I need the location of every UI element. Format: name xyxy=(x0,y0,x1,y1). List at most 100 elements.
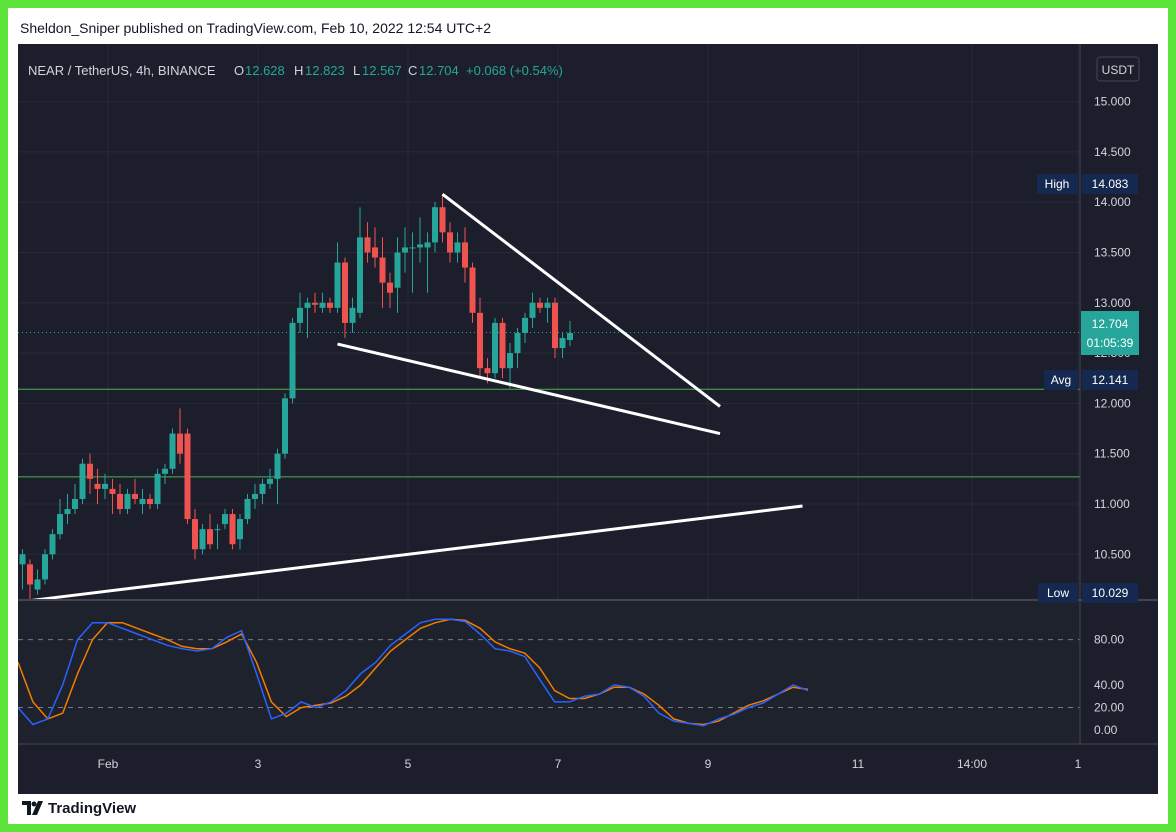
candle-body xyxy=(559,337,566,349)
candle xyxy=(357,207,363,318)
legend-l-label: L xyxy=(353,63,360,78)
last-price-badge xyxy=(1081,311,1139,355)
candle xyxy=(499,317,506,379)
low-value-badge xyxy=(1082,583,1138,603)
candle xyxy=(477,297,483,379)
last-price: 12.704 xyxy=(1092,317,1129,331)
grid xyxy=(18,44,1080,744)
candle xyxy=(244,493,251,525)
chart-svg[interactable]: 80.00 40.00 20.00 0.00 Feb 3 5 7 9 11 14:00 1 15.00… xyxy=(17,44,1158,794)
legend-change: +0.068 (+0.54%) xyxy=(466,63,563,78)
candle xyxy=(537,297,543,313)
candle xyxy=(94,468,101,504)
candle xyxy=(109,478,116,515)
candle xyxy=(207,514,213,550)
candle-body xyxy=(79,463,86,499)
x-tick-label: 9 xyxy=(705,757,712,771)
candle xyxy=(394,237,401,313)
high-value-badge xyxy=(1082,174,1138,194)
candle-body xyxy=(252,493,258,499)
candle-body xyxy=(439,207,446,233)
candle-body xyxy=(409,247,416,249)
candle xyxy=(79,458,86,504)
candle-body xyxy=(259,483,266,494)
tradingview-logo-icon xyxy=(22,801,43,815)
candle xyxy=(267,468,273,489)
candle xyxy=(169,428,176,474)
legend-symbol[interactable]: NEAR / TetherUS, 4h, BINANCE xyxy=(28,63,216,78)
osc-tick-label: 40.00 xyxy=(1094,678,1124,692)
avg-value-badge xyxy=(1082,370,1138,390)
candle xyxy=(372,227,378,268)
bar-countdown: 01:05:39 xyxy=(1087,336,1134,350)
osc-tick-label: 0.00 xyxy=(1094,723,1118,737)
candle xyxy=(124,488,131,515)
y-tick-label: 13.500 xyxy=(1094,245,1131,259)
candle-body xyxy=(124,493,131,510)
candle-body xyxy=(522,317,528,333)
candle xyxy=(387,272,393,308)
candle xyxy=(132,478,138,504)
oscillator-background xyxy=(18,601,1080,743)
candle-body xyxy=(319,302,326,308)
candle xyxy=(34,569,41,595)
candle xyxy=(259,478,266,504)
candle xyxy=(439,194,446,243)
candle-body xyxy=(64,509,71,515)
legend-c-label: C xyxy=(408,63,417,78)
x-tick-label: 3 xyxy=(255,757,262,771)
x-tick-label: 14:00 xyxy=(957,757,987,771)
high-badge xyxy=(1037,174,1078,194)
low-badge xyxy=(1038,583,1078,603)
x-tick-label: 11 xyxy=(852,757,865,771)
candle-body xyxy=(297,307,303,323)
x-tick-label: 1 xyxy=(1075,757,1082,771)
avg-value: 12.141 xyxy=(1092,373,1129,387)
brand-name: TradingView xyxy=(48,800,137,817)
candle-body xyxy=(244,498,251,520)
x-tick-label: 7 xyxy=(555,757,562,771)
legend-h-label: H xyxy=(294,63,303,78)
candle-body xyxy=(514,332,521,354)
y-tick-label: 12.000 xyxy=(1094,396,1131,410)
candle-body xyxy=(499,322,506,369)
y-tick-label: 10.500 xyxy=(1094,547,1131,561)
candle-body xyxy=(462,242,468,268)
candle-body xyxy=(117,493,123,510)
avg-label: Avg xyxy=(1051,373,1071,387)
candles xyxy=(19,194,573,600)
legend-low: 12.567 xyxy=(362,63,402,78)
candle xyxy=(72,483,78,515)
y-tick-label: 13.000 xyxy=(1094,296,1131,310)
candle-body xyxy=(484,368,491,374)
candle-body xyxy=(94,483,101,489)
candle-body xyxy=(102,483,108,489)
candle-body xyxy=(229,514,236,545)
candle xyxy=(379,237,386,308)
candle xyxy=(334,242,341,313)
candle-body xyxy=(387,282,393,293)
candle xyxy=(514,327,521,369)
legend-open: 12.628 xyxy=(245,63,285,78)
candle-body xyxy=(192,519,198,550)
publish-header: Sheldon_Sniper published on TradingView.… xyxy=(8,8,1168,44)
candle xyxy=(529,292,536,328)
chart-area[interactable]: 80.00 40.00 20.00 0.00 Feb 3 5 7 9 11 14:00 1 15.00… xyxy=(17,44,1158,794)
candle xyxy=(552,297,558,359)
candle-body xyxy=(207,529,213,545)
candle xyxy=(27,559,33,600)
candle-body xyxy=(139,498,146,504)
candle-body xyxy=(19,554,26,565)
candle xyxy=(559,332,566,359)
candle-body xyxy=(27,564,33,585)
candle xyxy=(364,222,371,263)
y-tick-label: 11.000 xyxy=(1094,497,1130,511)
candle-body xyxy=(364,237,371,253)
candle-body xyxy=(154,473,161,504)
currency-button[interactable] xyxy=(1096,56,1140,82)
candle xyxy=(102,473,108,499)
candle xyxy=(544,297,551,323)
candle-body xyxy=(417,244,423,248)
candle-body xyxy=(552,302,558,349)
oscillator-panel: 80.00 40.00 20.00 0.00 xyxy=(17,601,1124,743)
